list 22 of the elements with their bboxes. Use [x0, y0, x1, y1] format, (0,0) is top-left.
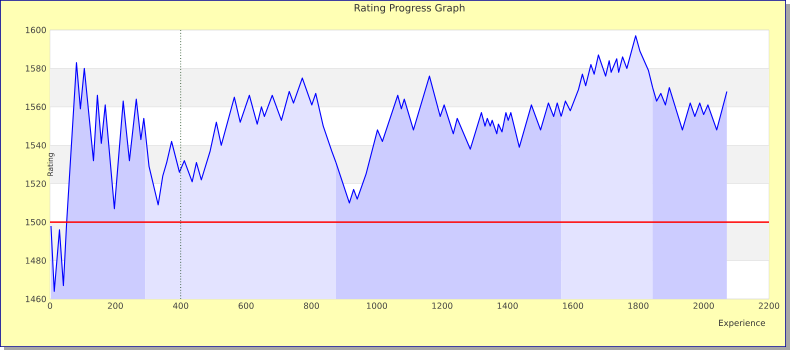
- y-tick-label: 1560: [26, 104, 46, 110]
- x-tick-label: 600: [238, 302, 254, 309]
- y-tick-label: 1520: [26, 180, 46, 187]
- x-tick-label: 0: [48, 302, 52, 309]
- y-tick-label: 1540: [26, 142, 46, 148]
- y-tick-label: 1600: [26, 26, 46, 34]
- y-tick-label: 1500: [26, 218, 46, 226]
- x-tick-label: 1400: [498, 302, 518, 309]
- chart-title: Rating Progress Graph: [354, 4, 464, 14]
- x-tick-label: 1000: [366, 302, 388, 309]
- x-tick-label: 800: [304, 302, 319, 309]
- x-tick-label: 400: [173, 302, 188, 309]
- y-tick-label: 1580: [26, 65, 46, 72]
- x-tick-label: 1800: [628, 302, 648, 309]
- x-tick-label: 1600: [563, 302, 584, 309]
- y-tick-label: 1480: [26, 257, 46, 264]
- x-tick-label: 200: [108, 302, 123, 309]
- x-tick-label: 2200: [758, 302, 780, 309]
- x-tick-label: 1200: [432, 302, 452, 309]
- y-tick-label: 1460: [26, 296, 46, 302]
- x-axis-title: Experience: [719, 320, 766, 328]
- x-tick-label: 2000: [693, 302, 714, 309]
